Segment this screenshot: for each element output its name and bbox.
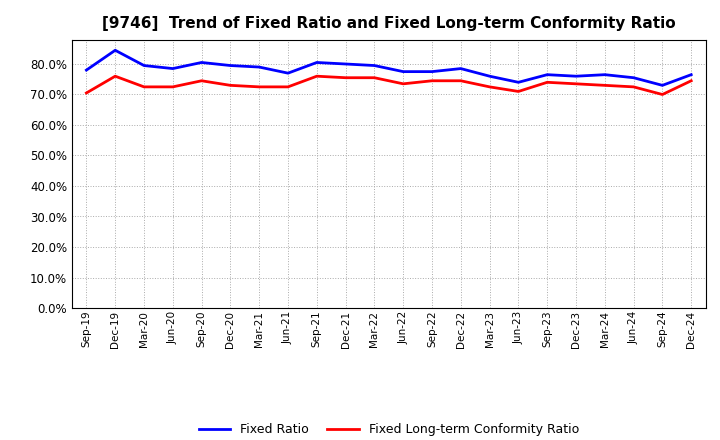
Fixed Ratio — [370, 63, 379, 68]
Fixed Ratio — [399, 69, 408, 74]
Fixed Long-term Conformity Ratio — [168, 84, 177, 89]
Fixed Long-term Conformity Ratio — [543, 80, 552, 85]
Fixed Long-term Conformity Ratio — [284, 84, 292, 89]
Fixed Ratio — [82, 67, 91, 73]
Fixed Ratio — [629, 75, 638, 81]
Fixed Long-term Conformity Ratio — [658, 92, 667, 97]
Fixed Ratio — [140, 63, 148, 68]
Fixed Long-term Conformity Ratio — [572, 81, 580, 87]
Fixed Ratio — [428, 69, 436, 74]
Fixed Long-term Conformity Ratio — [140, 84, 148, 89]
Fixed Long-term Conformity Ratio — [341, 75, 350, 81]
Fixed Ratio — [312, 60, 321, 65]
Line: Fixed Long-term Conformity Ratio: Fixed Long-term Conformity Ratio — [86, 76, 691, 95]
Fixed Long-term Conformity Ratio — [197, 78, 206, 84]
Fixed Ratio — [226, 63, 235, 68]
Fixed Ratio — [111, 48, 120, 53]
Fixed Long-term Conformity Ratio — [600, 83, 609, 88]
Fixed Ratio — [600, 72, 609, 77]
Fixed Long-term Conformity Ratio — [456, 78, 465, 84]
Fixed Long-term Conformity Ratio — [687, 78, 696, 84]
Fixed Ratio — [284, 70, 292, 76]
Fixed Long-term Conformity Ratio — [514, 89, 523, 94]
Fixed Long-term Conformity Ratio — [312, 73, 321, 79]
Fixed Ratio — [543, 72, 552, 77]
Fixed Long-term Conformity Ratio — [370, 75, 379, 81]
Line: Fixed Ratio: Fixed Ratio — [86, 50, 691, 85]
Fixed Ratio — [197, 60, 206, 65]
Fixed Ratio — [687, 72, 696, 77]
Fixed Ratio — [341, 61, 350, 66]
Legend: Fixed Ratio, Fixed Long-term Conformity Ratio: Fixed Ratio, Fixed Long-term Conformity … — [194, 418, 584, 440]
Fixed Long-term Conformity Ratio — [399, 81, 408, 87]
Fixed Ratio — [456, 66, 465, 71]
Fixed Ratio — [168, 66, 177, 71]
Fixed Ratio — [572, 73, 580, 79]
Fixed Long-term Conformity Ratio — [629, 84, 638, 89]
Fixed Long-term Conformity Ratio — [485, 84, 494, 89]
Fixed Long-term Conformity Ratio — [111, 73, 120, 79]
Fixed Long-term Conformity Ratio — [428, 78, 436, 84]
Fixed Long-term Conformity Ratio — [226, 83, 235, 88]
Title: [9746]  Trend of Fixed Ratio and Fixed Long-term Conformity Ratio: [9746] Trend of Fixed Ratio and Fixed Lo… — [102, 16, 675, 32]
Fixed Ratio — [485, 73, 494, 79]
Fixed Ratio — [658, 83, 667, 88]
Fixed Ratio — [514, 80, 523, 85]
Fixed Long-term Conformity Ratio — [255, 84, 264, 89]
Fixed Ratio — [255, 64, 264, 70]
Fixed Long-term Conformity Ratio — [82, 90, 91, 95]
